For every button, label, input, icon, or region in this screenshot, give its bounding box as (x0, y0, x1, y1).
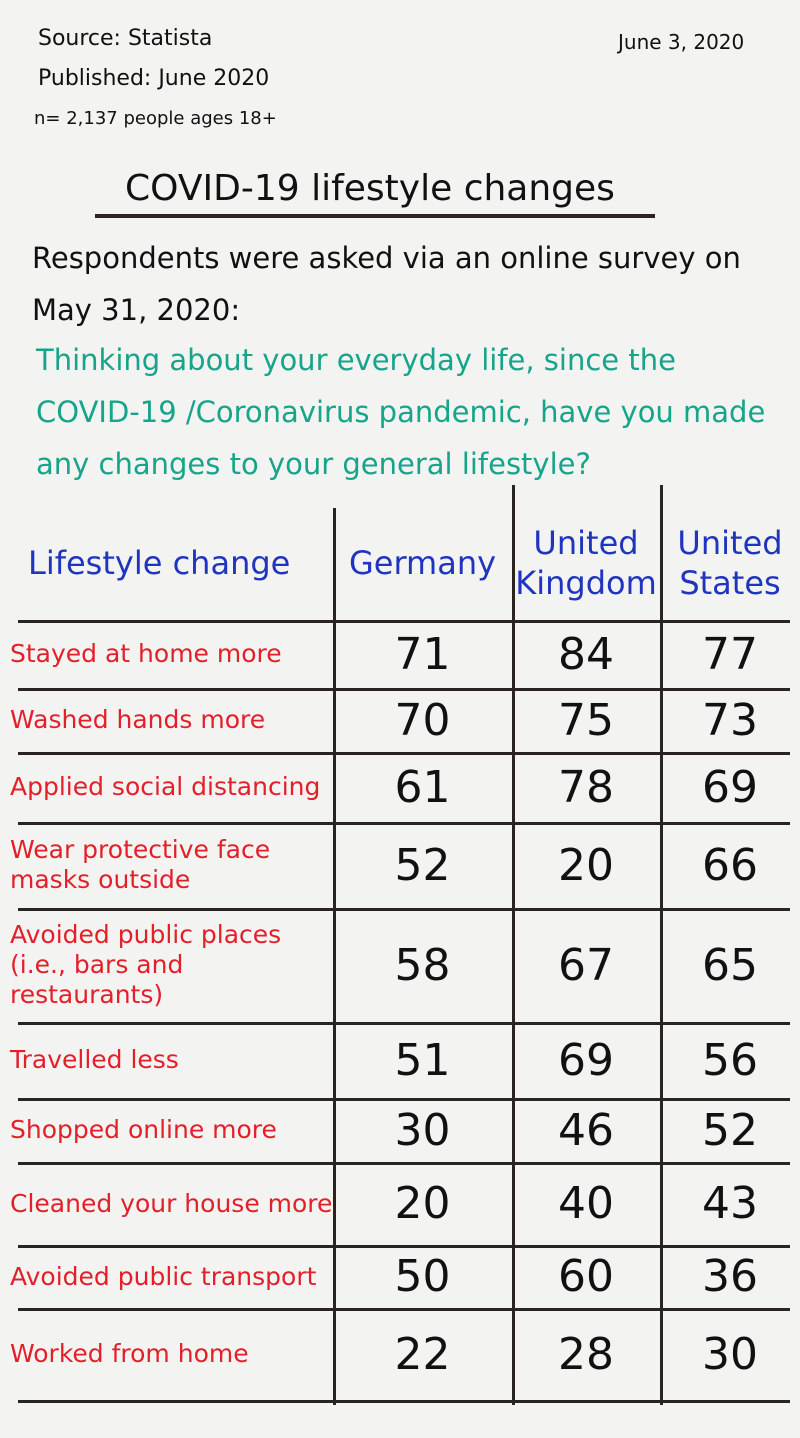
row-label: Washed hands more (10, 705, 266, 734)
source: Source: Statista (38, 26, 213, 51)
column-divider (333, 508, 336, 1405)
row-divider (18, 1400, 790, 1403)
value-cell: 70 (394, 694, 451, 746)
intro: Respondents were asked via an online sur… (32, 241, 741, 327)
value-cell: 77 (702, 628, 758, 680)
value-cell: 28 (558, 1328, 614, 1380)
column-divider (512, 485, 515, 1405)
value-cell: 65 (702, 939, 758, 991)
row-divider (18, 1022, 790, 1025)
column-header: United Kingdom (515, 523, 657, 602)
row-label: Wear protective face masks outside (10, 835, 271, 894)
value-cell: 30 (394, 1104, 451, 1156)
column-header: Lifestyle change (28, 543, 291, 582)
row-divider (18, 752, 790, 755)
value-cell: 56 (702, 1034, 758, 1086)
row-label: Applied social distancing (10, 772, 321, 801)
value-cell: 36 (702, 1251, 758, 1302)
value-cell: 50 (394, 1251, 451, 1302)
value-cell: 58 (394, 939, 451, 991)
date: June 3, 2020 (618, 30, 745, 54)
sample: n= 2,137 people ages 18+ (34, 108, 277, 129)
row-divider (18, 620, 790, 623)
value-cell: 61 (394, 761, 451, 813)
value-cell: 84 (558, 628, 614, 680)
value-cell: 66 (702, 839, 758, 891)
value-cell: 43 (702, 1178, 758, 1229)
value-cell: 51 (394, 1034, 451, 1086)
value-cell: 40 (558, 1178, 614, 1229)
value-cell: 71 (394, 628, 451, 680)
question: Thinking about your everyday life, since… (36, 343, 766, 481)
row-label: Avoided public places (i.e., bars and re… (10, 920, 282, 1009)
row-label: Stayed at home more (10, 639, 282, 668)
value-cell: 73 (702, 694, 758, 746)
value-cell: 69 (558, 1034, 614, 1086)
title-underline (95, 214, 655, 218)
value-cell: 22 (394, 1328, 451, 1380)
row-divider (18, 688, 790, 691)
value-cell: 20 (558, 839, 614, 891)
value-cell: 46 (558, 1104, 614, 1156)
value-cell: 20 (394, 1178, 451, 1229)
row-divider (18, 822, 790, 825)
row-label: Avoided public transport (10, 1261, 317, 1291)
row-divider (18, 1245, 790, 1248)
value-cell: 60 (558, 1251, 614, 1302)
row-label: Shopped online more (10, 1115, 277, 1144)
row-divider (18, 908, 790, 911)
row-divider (18, 1308, 790, 1311)
value-cell: 52 (394, 839, 451, 891)
column-header: United States (677, 523, 783, 602)
row-divider (18, 1098, 790, 1101)
row-label: Cleaned your house more (10, 1188, 333, 1218)
value-cell: 78 (558, 761, 614, 813)
value-cell: 30 (702, 1328, 758, 1380)
value-cell: 52 (702, 1104, 758, 1156)
column-header: Germany (348, 543, 497, 582)
published: Published: June 2020 (38, 66, 270, 91)
value-cell: 75 (558, 694, 614, 746)
value-cell: 67 (558, 939, 614, 991)
row-label: Worked from home (10, 1339, 249, 1368)
column-divider (660, 485, 663, 1405)
row-divider (18, 1162, 790, 1165)
value-cell: 69 (702, 761, 758, 813)
row-label: Travelled less (10, 1045, 179, 1074)
title: COVID-19 lifestyle changes (125, 168, 615, 209)
